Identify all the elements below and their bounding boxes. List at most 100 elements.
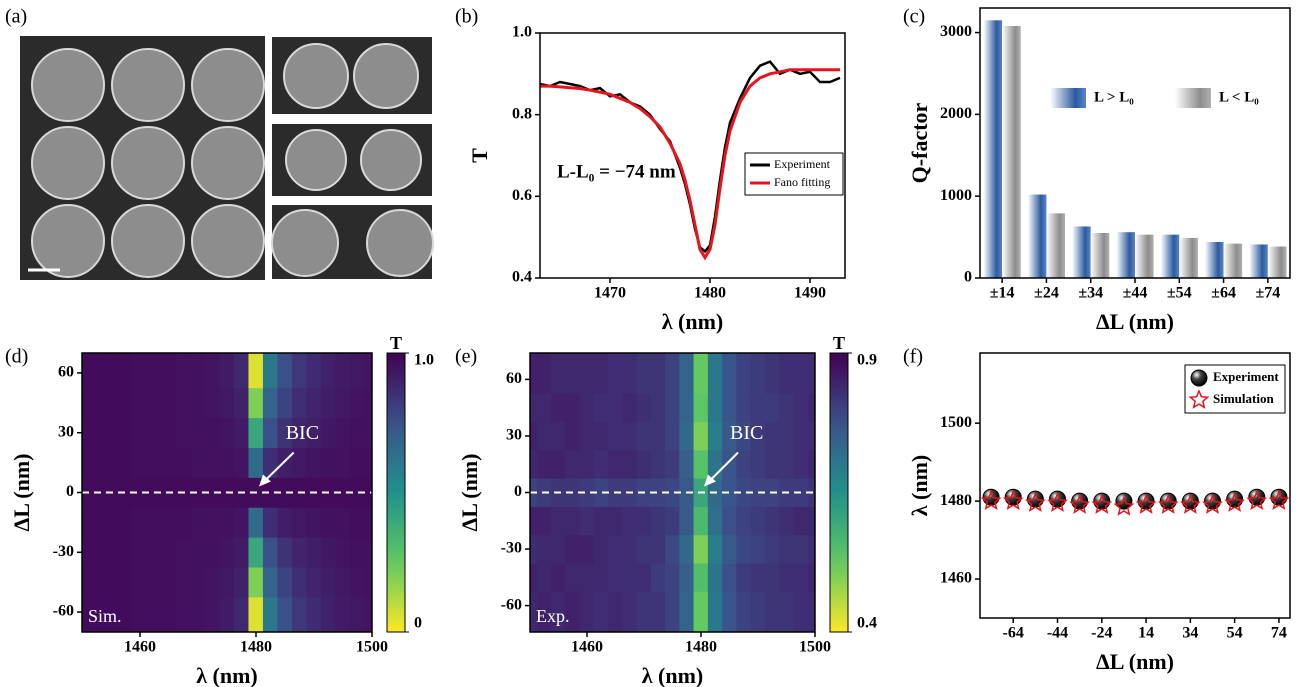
heat-cell xyxy=(565,353,580,394)
heat-cell xyxy=(679,563,694,592)
heat-cell xyxy=(736,506,751,535)
heat-cell xyxy=(364,417,372,447)
x-tick-label: 1480 xyxy=(694,285,726,302)
heat-cell xyxy=(530,393,538,422)
heat-cell xyxy=(580,591,595,632)
heat-cell xyxy=(147,388,162,418)
heat-cell xyxy=(147,447,162,477)
heat-cell xyxy=(779,353,794,394)
y-tick-label: 60 xyxy=(506,370,522,387)
heat-cell xyxy=(82,507,90,537)
heat-cell xyxy=(665,563,680,592)
heat-cell xyxy=(161,507,176,537)
heat-cell xyxy=(722,563,737,592)
heat-cell xyxy=(292,597,307,632)
heat-cell xyxy=(335,388,350,418)
heat-cell xyxy=(248,388,263,418)
heat-cell xyxy=(161,353,176,388)
annotation: BIC xyxy=(286,422,319,444)
heat-cell xyxy=(765,535,780,564)
heat-cell xyxy=(580,422,595,451)
heat-cell xyxy=(722,506,737,535)
heat-cell xyxy=(694,422,709,451)
heat-cell xyxy=(651,393,666,422)
heat-cell xyxy=(292,447,307,477)
bar xyxy=(1179,238,1198,278)
heat-cell xyxy=(219,597,234,632)
colorbar-tick-label: 0 xyxy=(414,615,422,632)
heat-cell xyxy=(306,537,321,567)
heat-cell xyxy=(147,417,162,447)
heat-cell xyxy=(694,393,709,422)
heat-cell xyxy=(637,422,652,451)
heat-cell xyxy=(736,353,751,394)
heat-cell xyxy=(765,393,780,422)
heat-cell xyxy=(565,563,580,592)
heat-cell xyxy=(736,535,751,564)
y-tick-label: 2000 xyxy=(940,105,972,122)
y-tick-label: 3000 xyxy=(940,23,972,40)
heat-cell xyxy=(565,422,580,451)
heat-cell xyxy=(808,563,816,592)
heat-cell xyxy=(708,353,723,394)
y-axis-label: ΔL (nm) xyxy=(457,454,482,532)
annotation: BIC xyxy=(730,422,763,444)
heat-cell xyxy=(694,535,709,564)
sem-image: (a) xyxy=(5,6,433,280)
heat-cell xyxy=(808,506,816,535)
heat-cell xyxy=(551,506,566,535)
heat-cell xyxy=(292,567,307,597)
heat-cell xyxy=(350,447,365,477)
heat-cell xyxy=(665,422,680,451)
y-tick-label: 60 xyxy=(58,364,74,381)
heat-cell xyxy=(622,422,637,451)
heat-cell xyxy=(722,535,737,564)
heat-cell xyxy=(248,353,263,388)
y-tick-label: 0 xyxy=(964,269,972,286)
heat-cell xyxy=(103,353,118,388)
heat-cell xyxy=(551,450,566,479)
heat-cell xyxy=(176,537,191,567)
figure: (a) 1470148014900.40.60.81.0(b)λ (nm)TL-… xyxy=(0,0,1303,687)
heat-cell xyxy=(132,567,147,597)
heat-cell xyxy=(622,591,637,632)
heat-cell xyxy=(530,450,538,479)
heat-cell xyxy=(637,563,652,592)
heat-cell xyxy=(248,417,263,447)
heat-cell xyxy=(132,447,147,477)
heat-cell xyxy=(608,393,623,422)
heat-cell xyxy=(147,597,162,632)
heat-cell xyxy=(205,537,220,567)
heat-cell xyxy=(722,353,737,394)
heat-cell xyxy=(321,567,336,597)
heat-cell xyxy=(277,507,292,537)
heat-cell xyxy=(306,353,321,388)
heat-cell xyxy=(335,597,350,632)
heat-cell xyxy=(248,447,263,477)
bar xyxy=(1116,232,1135,278)
x-tick-label: 1490 xyxy=(794,285,826,302)
y-axis-label: Q-factor xyxy=(907,102,932,183)
heat-cell xyxy=(350,388,365,418)
heat-cell xyxy=(751,506,766,535)
heat-cell xyxy=(306,567,321,597)
heat-cell xyxy=(89,353,104,388)
heat-cell xyxy=(205,388,220,418)
heat-cell xyxy=(808,535,816,564)
y-tick-label: 30 xyxy=(58,423,74,440)
heat-cell xyxy=(694,353,709,394)
x-tick-label: -64 xyxy=(1003,625,1024,642)
heat-cell xyxy=(364,388,372,418)
heat-cell xyxy=(736,563,751,592)
heat-cell xyxy=(306,388,321,418)
heat-cell xyxy=(277,597,292,632)
x-tick-label: 1460 xyxy=(571,639,603,656)
heat-cell xyxy=(132,507,147,537)
y-tick-label: 1000 xyxy=(940,187,972,204)
heat-cell xyxy=(665,393,680,422)
x-tick-label: 54 xyxy=(1227,625,1243,642)
heat-cell xyxy=(89,447,104,477)
heat-cell xyxy=(205,507,220,537)
heat-cell xyxy=(679,422,694,451)
heat-cell xyxy=(292,537,307,567)
